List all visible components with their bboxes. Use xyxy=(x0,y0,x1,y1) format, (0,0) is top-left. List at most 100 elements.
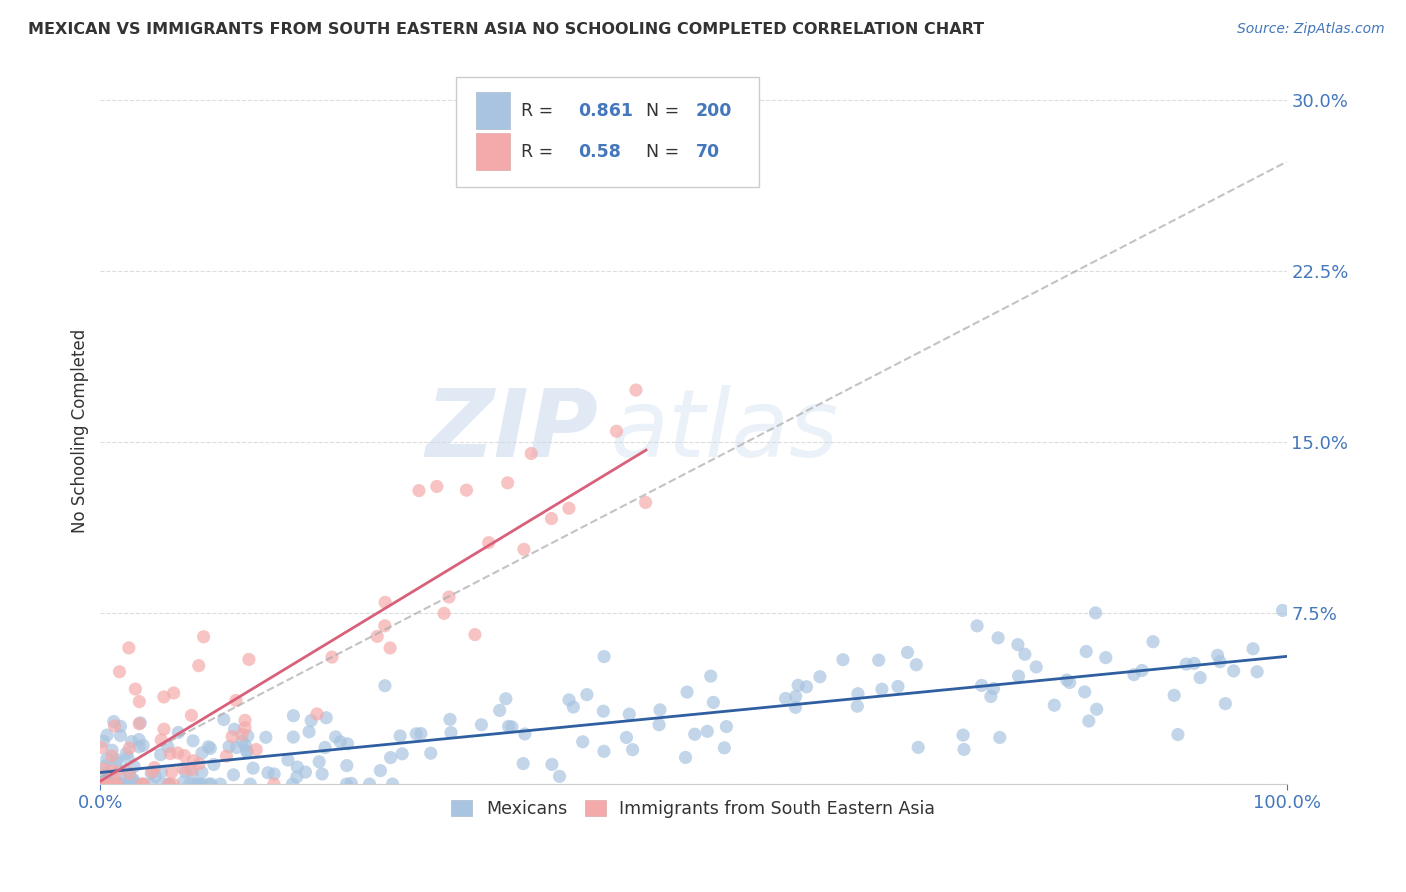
Point xyxy=(157,777,180,791)
Point xyxy=(96,777,118,791)
Point xyxy=(191,765,214,780)
Point xyxy=(104,755,127,769)
Point xyxy=(96,777,118,791)
Point xyxy=(200,741,222,756)
Point xyxy=(702,695,724,709)
Point xyxy=(1209,655,1232,669)
Point xyxy=(966,619,988,633)
Point xyxy=(89,777,111,791)
Point xyxy=(1025,660,1047,674)
Point xyxy=(464,627,486,641)
Point xyxy=(513,727,536,741)
Legend: Mexicans, Immigrants from South Eastern Asia: Mexicans, Immigrants from South Eastern … xyxy=(444,793,942,825)
Point xyxy=(495,691,517,706)
Point xyxy=(197,739,219,754)
Point xyxy=(110,729,132,743)
Point xyxy=(112,777,135,791)
Point xyxy=(257,765,280,780)
Point xyxy=(285,760,308,774)
Point xyxy=(96,728,118,742)
Point xyxy=(501,720,523,734)
Point xyxy=(101,764,124,778)
Point xyxy=(870,682,893,697)
Point xyxy=(1142,634,1164,648)
Point xyxy=(700,669,723,683)
Point xyxy=(299,714,322,728)
Point xyxy=(117,777,139,791)
Point xyxy=(1014,647,1036,661)
Point xyxy=(374,595,396,609)
Point xyxy=(1182,657,1205,671)
Point xyxy=(156,739,179,754)
Point xyxy=(648,717,671,731)
Point xyxy=(329,735,352,749)
Point xyxy=(174,764,197,779)
Point xyxy=(191,746,214,760)
Point xyxy=(132,777,155,791)
Point xyxy=(277,753,299,767)
Point xyxy=(118,765,141,780)
Point xyxy=(254,731,277,745)
Point xyxy=(305,706,328,721)
Point xyxy=(105,777,128,791)
Point xyxy=(96,751,118,765)
Point xyxy=(93,762,115,776)
Point xyxy=(1206,648,1229,663)
Point xyxy=(121,777,143,791)
Point xyxy=(283,730,305,744)
Point xyxy=(1077,714,1099,728)
Y-axis label: No Schooling Completed: No Schooling Completed xyxy=(72,328,89,533)
Point xyxy=(336,758,359,772)
Point xyxy=(896,645,918,659)
Point xyxy=(108,665,131,679)
Point xyxy=(593,744,616,758)
Point xyxy=(184,777,207,791)
Point xyxy=(391,747,413,761)
Point xyxy=(128,732,150,747)
Point xyxy=(132,739,155,753)
Point xyxy=(128,716,150,731)
Point xyxy=(101,743,124,757)
Point xyxy=(96,777,118,791)
Point xyxy=(1059,675,1081,690)
Point xyxy=(426,479,449,493)
Point xyxy=(221,730,243,744)
Point xyxy=(621,742,644,756)
Point xyxy=(181,766,204,780)
Point xyxy=(93,772,115,787)
Point xyxy=(953,742,976,756)
Point xyxy=(93,734,115,748)
Point xyxy=(173,774,195,789)
Point xyxy=(90,777,112,791)
Text: atlas: atlas xyxy=(610,385,839,476)
Point xyxy=(110,777,132,791)
Point xyxy=(193,630,215,644)
Point xyxy=(128,739,150,754)
Point xyxy=(163,686,186,700)
Point xyxy=(110,777,132,791)
Point xyxy=(470,717,492,731)
Point xyxy=(96,766,118,780)
Point xyxy=(233,714,256,728)
Point xyxy=(1084,606,1107,620)
Point xyxy=(122,759,145,773)
Point xyxy=(1222,664,1244,678)
Point xyxy=(478,535,501,549)
Point xyxy=(215,749,238,764)
Text: 70: 70 xyxy=(696,143,720,161)
Point xyxy=(197,777,219,791)
Point xyxy=(236,744,259,758)
Text: Source: ZipAtlas.com: Source: ZipAtlas.com xyxy=(1237,22,1385,37)
Point xyxy=(236,729,259,743)
Point xyxy=(172,761,194,775)
Point xyxy=(180,763,202,777)
Point xyxy=(294,765,316,780)
Point xyxy=(153,722,176,736)
Point xyxy=(1043,698,1066,713)
Point xyxy=(187,658,209,673)
Point xyxy=(96,777,118,791)
Point xyxy=(121,734,143,748)
Point xyxy=(868,653,890,667)
Point xyxy=(167,725,190,739)
Point xyxy=(1130,664,1153,678)
